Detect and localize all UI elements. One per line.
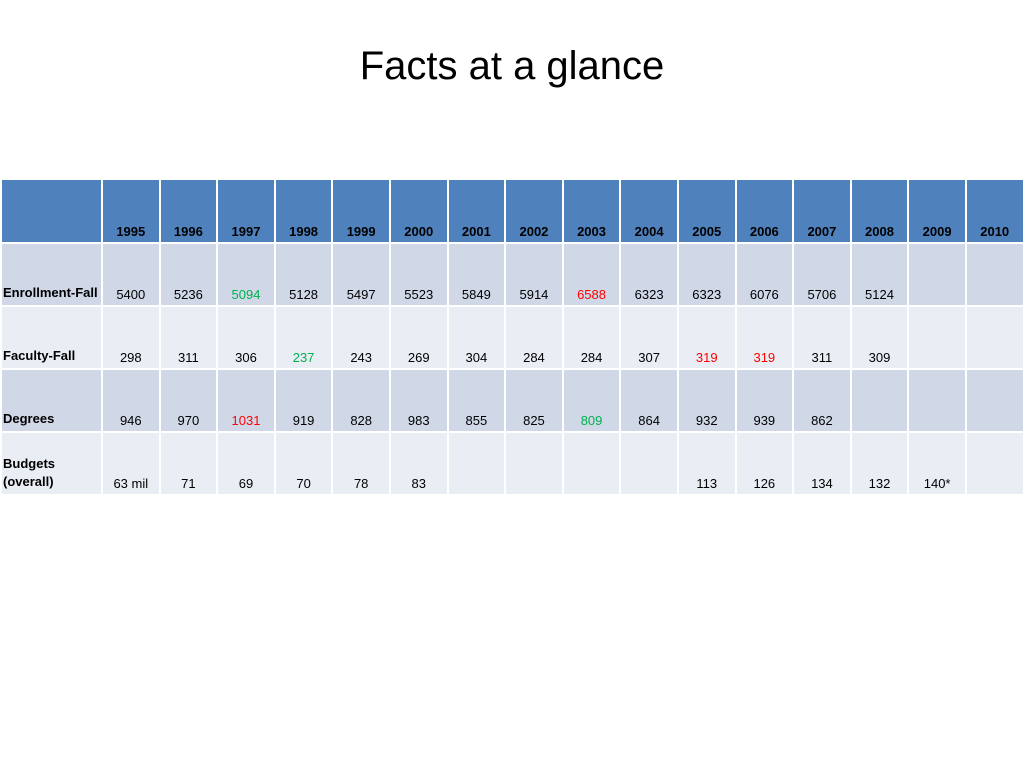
table-cell: 319: [676, 305, 737, 370]
table-cell: 5236: [158, 242, 219, 307]
table-cell: 243: [331, 305, 391, 370]
year-header-1999: 1999: [331, 178, 391, 244]
row-label: Budgets (overall): [0, 431, 103, 496]
year-header-2007: 2007: [792, 178, 852, 244]
table-cell: 311: [792, 305, 852, 370]
year-header-2002: 2002: [504, 178, 564, 244]
table-cell: 5706: [792, 242, 852, 307]
year-header-2005: 2005: [676, 178, 737, 244]
table-cell: [446, 431, 507, 496]
table-cell: 78: [331, 431, 391, 496]
table-cell: 5124: [849, 242, 910, 307]
year-header-1996: 1996: [158, 178, 219, 244]
table-cell: [561, 431, 622, 496]
year-header-2003: 2003: [561, 178, 622, 244]
year-header-2006: 2006: [734, 178, 795, 244]
table-cell: 809: [561, 368, 622, 433]
row-label: Degrees: [0, 368, 103, 433]
table-cell: 309: [849, 305, 910, 370]
year-header-2004: 2004: [619, 178, 679, 244]
table-cell: 134: [792, 431, 852, 496]
year-header-2008: 2008: [849, 178, 910, 244]
table-cell: 304: [446, 305, 507, 370]
table-cell: 825: [504, 368, 564, 433]
table-cell: 113: [676, 431, 737, 496]
table-cell: 855: [446, 368, 507, 433]
table-cell: 6588: [561, 242, 622, 307]
slide-title: Facts at a glance: [359, 44, 665, 88]
table-cell: [907, 242, 967, 307]
table-cell: [907, 368, 967, 433]
year-header-1995: 1995: [101, 178, 161, 244]
table-cell: 284: [561, 305, 622, 370]
table-cell: 5094: [216, 242, 276, 307]
year-header-2000: 2000: [388, 178, 449, 244]
table-cell: 70: [273, 431, 334, 496]
facts-table: 1995 1996 1997 1998 1999 2000 2001 2002 2003 2004…: [0, 178, 1024, 496]
table-cell: 5497: [331, 242, 391, 307]
table-cell: 939: [734, 368, 795, 433]
table-cell: [964, 368, 1024, 433]
table-cell: 864: [619, 368, 679, 433]
table-row: Enrollment-Fall 5400 5236 5094 5128 5497 5523 5…: [0, 242, 1024, 307]
table-cell: [907, 305, 967, 370]
table-cell: 6076: [734, 242, 795, 307]
table-cell: 269: [388, 305, 449, 370]
table-cell: 237: [273, 305, 334, 370]
table-cell: 132: [849, 431, 910, 496]
table-cell: 69: [216, 431, 276, 496]
table-row: Budgets (overall) 63 mil 71 69 70 78 83 113 126 1…: [0, 431, 1024, 496]
table-cell: 298: [101, 305, 161, 370]
table-row: Faculty-Fall 298 311 306 237 243 269 304 284 284 3…: [0, 305, 1024, 370]
table-cell: 140*: [907, 431, 967, 496]
table-cell: 970: [158, 368, 219, 433]
header-corner-cell: [0, 178, 103, 244]
table-cell: 5523: [388, 242, 449, 307]
row-label: Faculty-Fall: [0, 305, 103, 370]
header-row: 1995 1996 1997 1998 1999 2000 2001 2002 2003 2004…: [0, 178, 1024, 244]
table-cell: 828: [331, 368, 391, 433]
table-cell: 919: [273, 368, 334, 433]
table-cell: 1031: [216, 368, 276, 433]
table-cell: 5128: [273, 242, 334, 307]
row-label: Enrollment-Fall: [0, 242, 103, 307]
table-cell: 5914: [504, 242, 564, 307]
table-cell: [504, 431, 564, 496]
year-header-1998: 1998: [273, 178, 334, 244]
table-cell: 311: [158, 305, 219, 370]
table-cell: [964, 242, 1024, 307]
table-body: Enrollment-Fall 5400 5236 5094 5128 5497 5523 5…: [0, 242, 1024, 496]
table-cell: 862: [792, 368, 852, 433]
table-cell: 983: [388, 368, 449, 433]
table-cell: 932: [676, 368, 737, 433]
year-header-1997: 1997: [216, 178, 276, 244]
year-header-2001: 2001: [446, 178, 507, 244]
table-cell: [964, 305, 1024, 370]
table-cell: 5400: [101, 242, 161, 307]
table-cell: 63 mil: [101, 431, 161, 496]
table-cell: 71: [158, 431, 219, 496]
table-cell: 946: [101, 368, 161, 433]
table-cell: 307: [619, 305, 679, 370]
table-cell: 306: [216, 305, 276, 370]
table-cell: 6323: [676, 242, 737, 307]
table-cell: [849, 368, 910, 433]
year-header-2009: 2009: [907, 178, 967, 244]
table-cell: 5849: [446, 242, 507, 307]
year-header-2010: 2010: [964, 178, 1024, 244]
table-cell: [964, 431, 1024, 496]
table-cell: 284: [504, 305, 564, 370]
table-cell: 319: [734, 305, 795, 370]
table-cell: 83: [388, 431, 449, 496]
table-row: Degrees 946 970 1031 919 828 983 855 825 809 864 93…: [0, 368, 1024, 433]
table-cell: 126: [734, 431, 795, 496]
table-cell: [619, 431, 679, 496]
table-cell: 6323: [619, 242, 679, 307]
